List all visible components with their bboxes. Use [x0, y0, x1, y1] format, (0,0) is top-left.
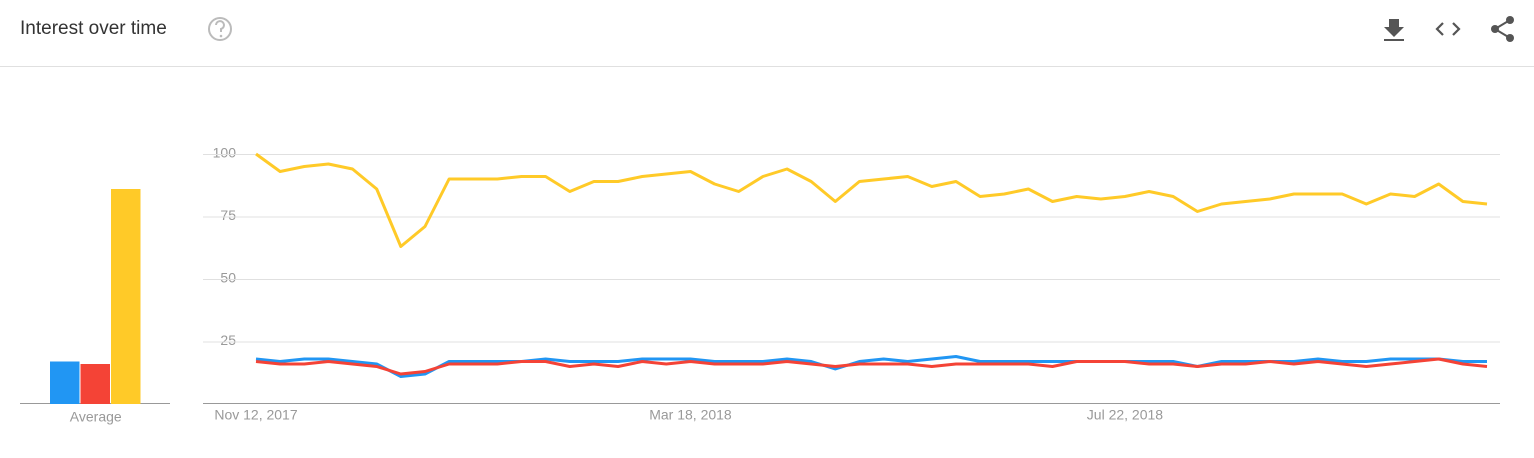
x-tick-label: Mar 18, 2018 — [649, 407, 732, 423]
trend-line — [255, 357, 1488, 376]
y-tick-label: 25 — [220, 332, 236, 348]
widget-title: Interest over time — [20, 18, 167, 39]
y-tick-label: 75 — [220, 207, 236, 223]
trend-line — [255, 152, 1488, 248]
embed-icon[interactable] — [1435, 22, 1461, 36]
x-tick-label: Average — [70, 409, 122, 425]
y-tick-label: 50 — [220, 270, 236, 286]
x-tick-label: Nov 12, 2017 — [214, 407, 297, 423]
help-icon[interactable] — [208, 17, 232, 41]
share-icon[interactable] — [1491, 16, 1514, 42]
y-tick-label: 100 — [213, 145, 237, 161]
average-bar — [80, 364, 110, 404]
x-tick-label: Jul 22, 2018 — [1087, 407, 1163, 423]
download-icon[interactable] — [1384, 19, 1404, 41]
average-bar — [111, 189, 141, 404]
average-bar — [50, 361, 80, 404]
